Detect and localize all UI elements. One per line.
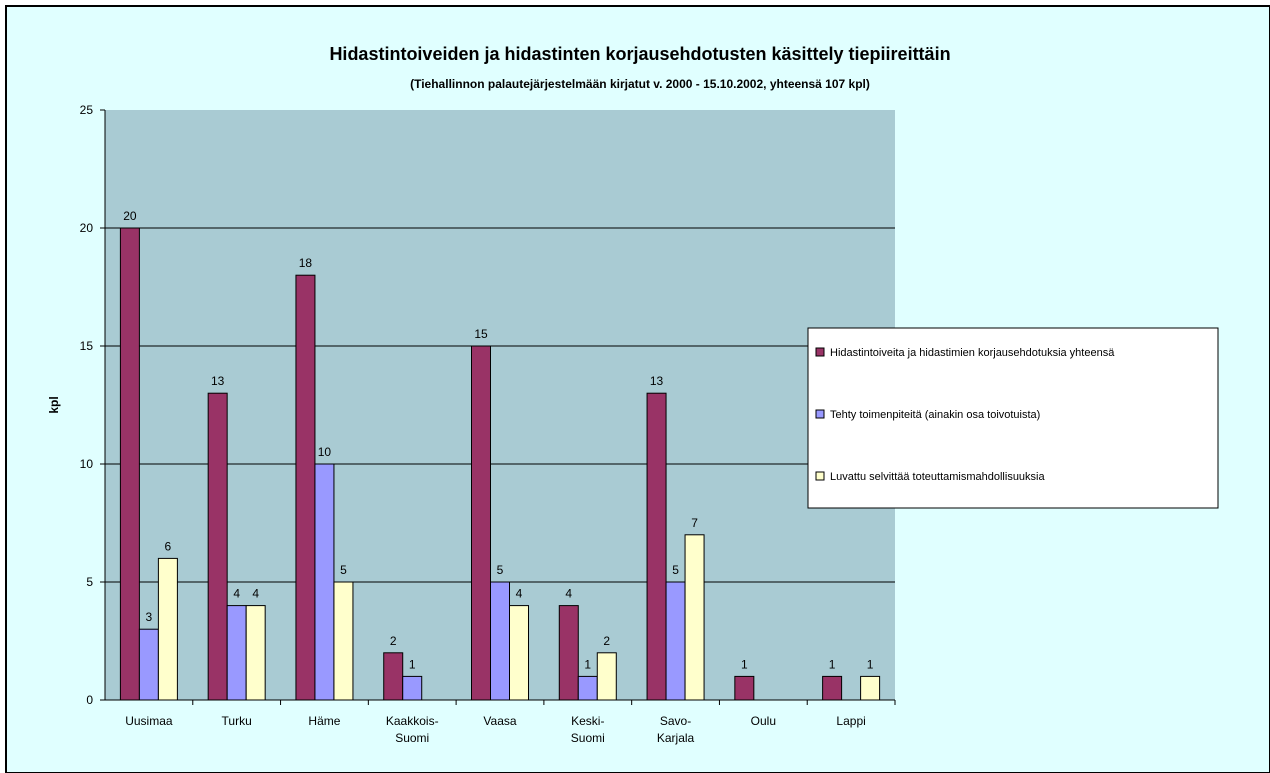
bar xyxy=(245,605,266,701)
y-axis-label: kpl xyxy=(47,396,61,413)
data-label: 5 xyxy=(340,563,347,577)
bar xyxy=(295,274,316,701)
bar xyxy=(138,628,159,701)
x-tick-label: Lappi xyxy=(836,714,865,728)
y-tick-label: 5 xyxy=(86,575,93,589)
data-label: 4 xyxy=(565,587,572,601)
data-label: 1 xyxy=(584,657,591,671)
data-label: 2 xyxy=(390,634,397,648)
legend-label: Luvattu selvittää toteuttamismahdollisuu… xyxy=(830,471,1045,483)
x-tick-label: Karjala xyxy=(657,731,695,745)
data-label: 13 xyxy=(650,374,664,388)
bar xyxy=(402,675,423,701)
bar xyxy=(333,581,354,701)
bar xyxy=(558,605,579,701)
bar xyxy=(577,675,598,701)
bar xyxy=(646,392,667,701)
data-label: 20 xyxy=(123,209,137,223)
legend-label: Hidastintoiveita ja hidastimien korjause… xyxy=(830,347,1115,359)
x-tick-label: Oulu xyxy=(751,714,776,728)
x-tick-label: Turku xyxy=(222,714,252,728)
x-tick-label: Häme xyxy=(308,714,340,728)
data-label: 4 xyxy=(233,587,240,601)
bar xyxy=(684,534,705,701)
legend-swatch xyxy=(815,409,825,419)
legend xyxy=(807,327,1219,509)
bar xyxy=(509,605,529,701)
x-tick-label: Uusimaa xyxy=(125,714,173,728)
x-tick-label: Kaakkois- xyxy=(386,714,439,728)
data-label: 5 xyxy=(497,563,504,577)
bar xyxy=(119,227,140,701)
data-label: 18 xyxy=(299,256,313,270)
x-tick-label: Savo- xyxy=(660,714,691,728)
bar xyxy=(314,463,335,701)
data-label: 13 xyxy=(211,374,225,388)
bar xyxy=(207,392,228,701)
data-label: 5 xyxy=(672,563,679,577)
data-label: 7 xyxy=(691,516,698,530)
bar xyxy=(383,652,404,701)
legend-swatch xyxy=(815,471,825,481)
x-tick-label: Suomi xyxy=(571,731,605,745)
legend-label: Tehty toimenpiteitä (ainakin osa toivotu… xyxy=(830,409,1040,421)
chart-subtitle: (Tiehallinnon palautejärjestelmään kirja… xyxy=(410,77,870,91)
bar xyxy=(471,345,491,701)
x-tick-label: Keski- xyxy=(571,714,604,728)
y-tick-label: 25 xyxy=(80,103,94,117)
data-label: 6 xyxy=(165,539,172,553)
data-label: 1 xyxy=(867,657,874,671)
bar xyxy=(157,557,178,701)
bar xyxy=(665,581,686,701)
data-label: 4 xyxy=(252,587,259,601)
x-tick-label: Vaasa xyxy=(483,714,516,728)
data-label: 10 xyxy=(318,445,332,459)
bar xyxy=(860,675,881,701)
data-label: 1 xyxy=(409,657,416,671)
y-tick-label: 15 xyxy=(80,339,94,353)
y-tick-label: 20 xyxy=(80,221,94,235)
y-tick-label: 0 xyxy=(86,693,93,707)
data-label: 1 xyxy=(829,657,836,671)
bar xyxy=(734,675,755,701)
legend-swatch xyxy=(815,347,825,357)
x-tick-label: Suomi xyxy=(395,731,429,745)
bar xyxy=(596,652,617,701)
y-tick-label: 10 xyxy=(80,457,94,471)
bar xyxy=(226,605,247,701)
data-label: 4 xyxy=(516,587,523,601)
data-label: 1 xyxy=(741,657,748,671)
data-label: 15 xyxy=(474,327,488,341)
chart-title: Hidastintoiveiden ja hidastinten korjaus… xyxy=(329,44,950,64)
data-label: 2 xyxy=(603,634,610,648)
bar xyxy=(490,581,510,701)
bar xyxy=(822,675,843,701)
data-label: 3 xyxy=(146,610,153,624)
